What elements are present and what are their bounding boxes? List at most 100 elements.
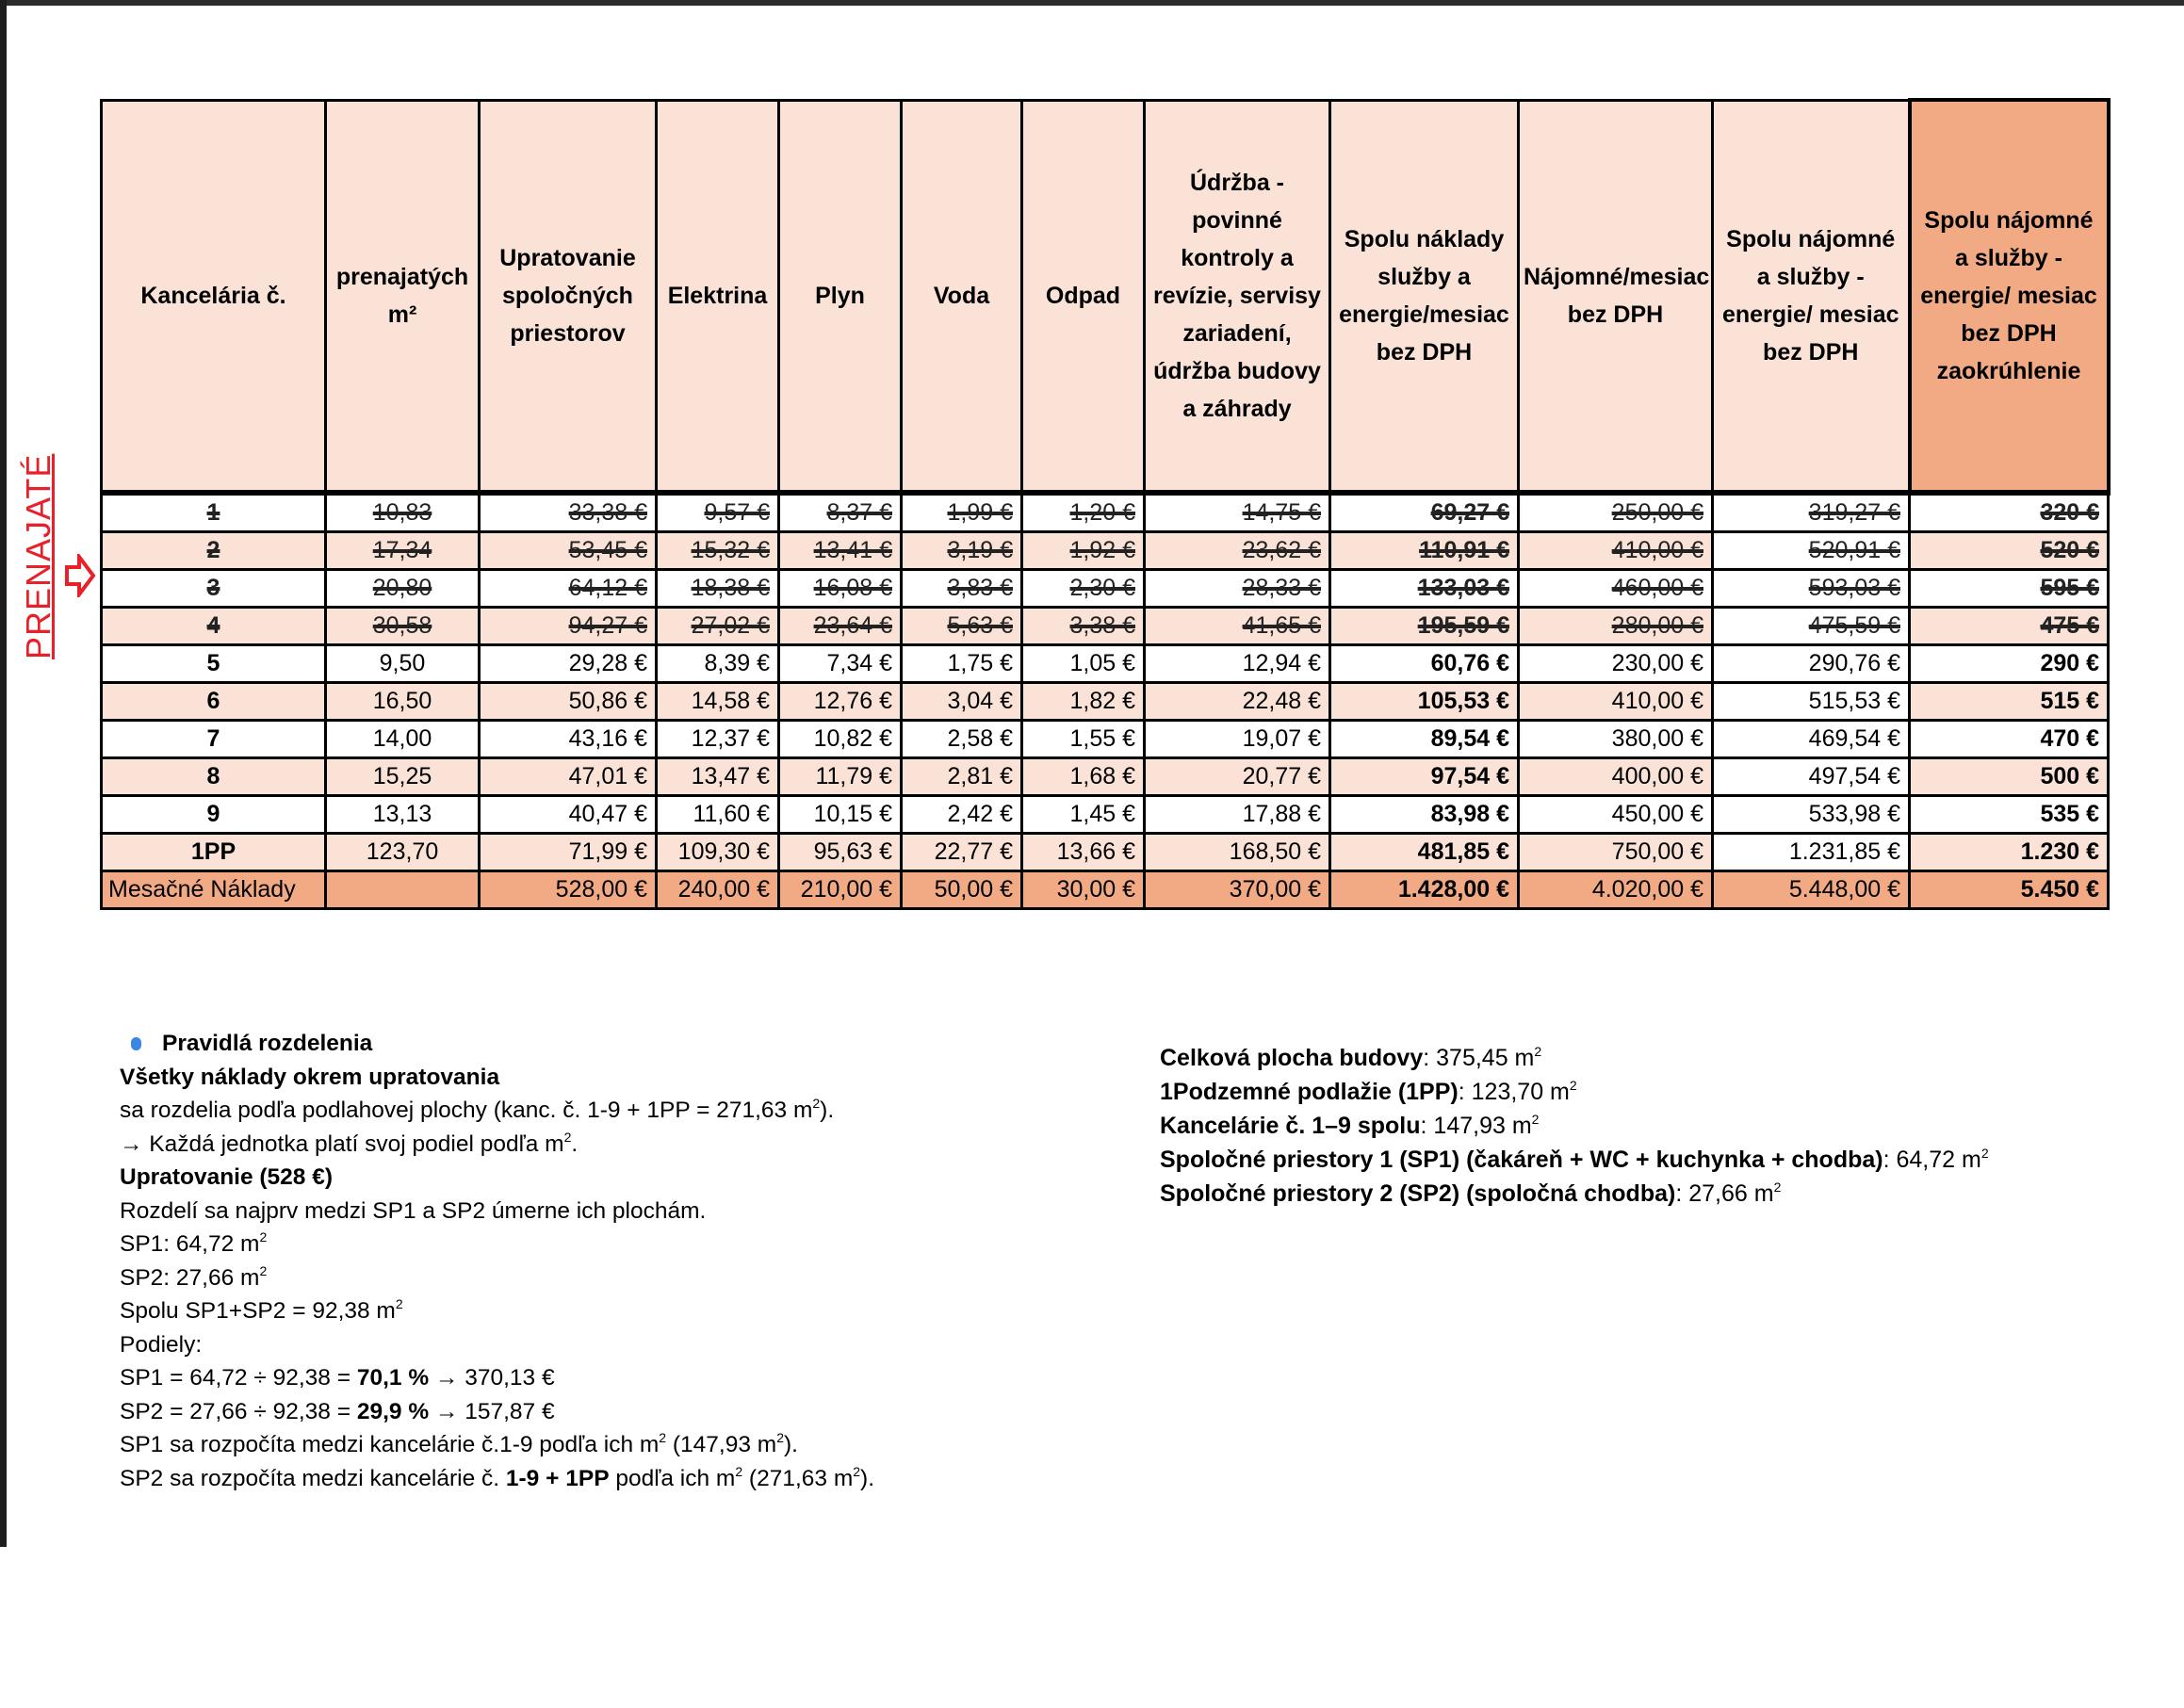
text-segment: Pravidlá rozdelenia [162, 1031, 373, 1056]
arrow-right-icon [65, 554, 96, 597]
table-cell: 481,85 € [1328, 832, 1520, 872]
table-cell: 123,70 [324, 832, 481, 872]
text-segment: 1-9 + 1PP [505, 1465, 610, 1491]
table-cell: 20,80 [324, 568, 481, 609]
table-cell: 10,82 € [777, 719, 903, 759]
table-cell: 50,00 € [900, 870, 1023, 910]
table-cell: 23,62 € [1143, 530, 1331, 571]
column-header: Odpad [1020, 98, 1146, 495]
text-segment: Upratovanie (528 €) [120, 1164, 334, 1190]
info-line: 1Podzemné podlažie (1PP): 123,70 m2 [1160, 1075, 1989, 1109]
table-cell: 12,76 € [777, 681, 903, 722]
table-row: 4 30,58 94,27 €27,02 €23,64 €5,63 €3,38 €4… [100, 606, 2110, 646]
table-cell: 16,08 € [777, 568, 903, 609]
table-cell: 450,00 € [1517, 794, 1714, 835]
text-segment: Kancelárie č. 1–9 spolu [1160, 1113, 1421, 1139]
table-cell: 528,00 € [478, 870, 658, 910]
table-cell: 410,00 € [1517, 530, 1714, 571]
superscript: 2 [1531, 1112, 1540, 1127]
table-cell: 18,38 € [655, 568, 780, 609]
table-row: 8 15,25 47,01 €13,47 €11,79 €2,81 €1,68 €2… [100, 756, 2110, 797]
table-cell: 1,92 € [1020, 530, 1146, 571]
text-segment: . [571, 1131, 579, 1157]
superscript: 2 [1980, 1146, 1989, 1161]
text-segment: Rozdelí sa najprv medzi SP1 a SP2 úmerne… [120, 1197, 707, 1224]
table-cell: 595 € [1908, 568, 2110, 609]
table-cell: 469,54 € [1711, 719, 1911, 759]
table-cell: 17,34 [324, 530, 481, 571]
table-cell: 28,33 € [1143, 568, 1331, 609]
table-cell: 97,54 € [1328, 756, 1520, 797]
superscript: 2 [1569, 1078, 1577, 1093]
window-left-border [0, 0, 7, 1547]
table-cell: 11,60 € [655, 794, 780, 835]
table-cell: 17,88 € [1143, 794, 1331, 835]
column-header: Spolu nájomné a služby - energie/ mesiac… [1907, 98, 2111, 495]
table-row: 9 13,13 40,47 €11,60 €10,15 €2,42 €1,45 €1… [100, 794, 2110, 835]
superscript: 2 [1773, 1179, 1782, 1195]
table-cell: 47,01 € [478, 756, 658, 797]
table-cell: 41,65 € [1143, 606, 1331, 646]
table-cell: 16,50 [324, 681, 481, 722]
table-cell: 3,04 € [900, 681, 1023, 722]
table-cell: 9 [100, 794, 327, 835]
table-cell: 53,45 € [478, 530, 658, 571]
table-cell: 20,77 € [1143, 756, 1331, 797]
table-cell: 110,91 € [1328, 530, 1520, 571]
table-cell: 210,00 € [777, 870, 903, 910]
text-segment: Podiely: [120, 1331, 203, 1358]
building-area-info: Celková plocha budovy: 375,45 m2 1Podzemn… [1160, 1041, 1989, 1211]
note-line: SP2: 27,66 m2 [120, 1261, 874, 1295]
text-segment: Spoločné priestory 1 (SP1) (čakáreň + WC… [1160, 1147, 1883, 1173]
table-cell: 60,76 € [1328, 643, 1520, 684]
table-cell: 230,00 € [1517, 643, 1714, 684]
table-cell: 15,32 € [655, 530, 780, 571]
column-header: Spolu nájomné a služby - energie/ mesiac… [1711, 98, 1911, 495]
table-cell: 1.428,00 € [1328, 870, 1520, 910]
table-cell: 3,19 € [900, 530, 1023, 571]
table-cell: 4 [100, 606, 327, 646]
text-segment: → Každá jednotka platí svoj podiel podľa… [120, 1131, 564, 1157]
table-cell: 1,45 € [1020, 794, 1146, 835]
text-segment: → 157,87 € [429, 1398, 555, 1424]
text-segment: SP2 sa rozpočíta medzi kancelárie č. [120, 1465, 506, 1491]
table-cell: 240,00 € [655, 870, 780, 910]
table-cell: 750,00 € [1517, 832, 1714, 872]
table-cell [324, 870, 481, 910]
text-segment: podľa ich m [609, 1465, 736, 1491]
table-cell: 5.448,00 € [1711, 870, 1911, 910]
table-cell: 13,41 € [777, 530, 903, 571]
distribution-rules: Pravidlá rozdelenia Všetky náklady okrem … [120, 1027, 874, 1495]
column-header: Voda [900, 98, 1023, 495]
table-cell: 1,68 € [1020, 756, 1146, 797]
table-cell: 27,02 € [655, 606, 780, 646]
text-segment: ). [820, 1098, 835, 1123]
table-cell: 11,79 € [777, 756, 903, 797]
table-cell: 380,00 € [1517, 719, 1714, 759]
text-segment: 1Podzemné podlažie (1PP) [1160, 1079, 1459, 1105]
text-segment: SP2: 27,66 m [120, 1264, 260, 1291]
table-row: 1PP 123,70 71,99 €109,30 €95,63 €22,77 €13… [100, 832, 2110, 872]
table-row: 3 20,80 64,12 €18,38 €16,08 €3,83 €2,30 €2… [100, 568, 2110, 609]
table-cell: 6 [100, 681, 327, 722]
column-header: Plyn [777, 98, 903, 495]
note-line: SP1 = 64,72 ÷ 92,38 = 70,1 % → 370,13 € [120, 1361, 874, 1395]
text-segment: 29,9 % [356, 1398, 430, 1424]
table-cell: 5.450 € [1908, 870, 2110, 910]
text-segment: : 27,66 m [1675, 1180, 1774, 1207]
table-cell: 520 € [1908, 530, 2110, 571]
text-segment: SP1 = 64,72 ÷ 92,38 = [120, 1365, 357, 1391]
table-cell: 2,58 € [900, 719, 1023, 759]
table-row: 2 17,34 53,45 €15,32 €13,41 €3,19 €1,92 €2… [100, 530, 2110, 571]
table-cell: 475 € [1908, 606, 2110, 646]
table-cell: 470 € [1908, 719, 2110, 759]
text-segment: : 123,70 m [1458, 1079, 1570, 1105]
superscript: 2 [659, 1430, 667, 1445]
table-cell: 290,76 € [1711, 643, 1911, 684]
table-cell: 319,27 € [1711, 491, 1911, 533]
table-cell: 8,39 € [655, 643, 780, 684]
table-cell: 520,91 € [1711, 530, 1911, 571]
note-line: Podiely: [120, 1328, 874, 1362]
text-segment: (271,63 m [742, 1465, 854, 1491]
table-cell: 9,57 € [655, 491, 780, 533]
